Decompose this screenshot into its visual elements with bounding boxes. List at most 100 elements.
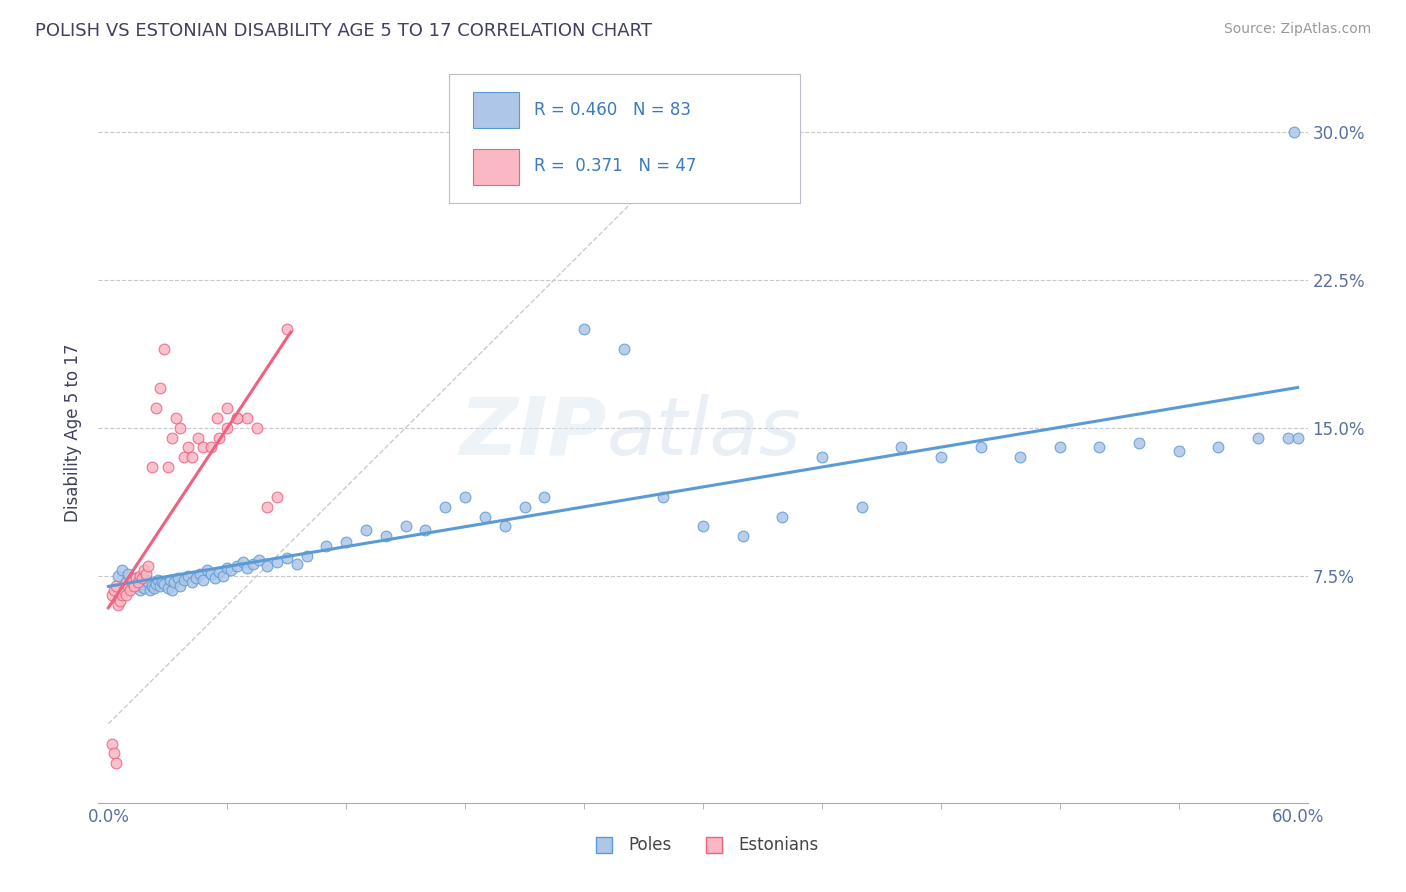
Point [354,524,377,538]
Point [1088,441,1111,455]
Point [242,557,264,571]
Point [105,579,128,593]
Point [156,581,179,595]
Point [103,582,125,597]
Point [731,529,754,543]
Point [135,573,157,587]
Point [1247,431,1270,445]
Point [212,568,235,582]
Y-axis label: Disability Age 5 to 17: Disability Age 5 to 17 [65,343,83,522]
Point [165,410,187,425]
Point [131,576,153,591]
Point [112,582,135,597]
Point [184,571,207,585]
Point [129,582,152,597]
Point [139,582,162,597]
Point [197,563,219,577]
Point [236,561,259,575]
Point [122,579,145,593]
Point [295,549,318,563]
Point [200,441,222,455]
Point [166,571,188,585]
Point [890,441,912,455]
Point [121,579,143,593]
Point [149,381,172,395]
Point [135,566,157,581]
Point [145,401,167,415]
Point [415,524,437,538]
Point [217,401,239,415]
Point [207,410,229,425]
Point [1049,441,1071,455]
Point [335,535,357,549]
Point [129,568,152,582]
Point [193,573,215,587]
Point [145,576,167,591]
Point [149,579,172,593]
Point [111,563,134,577]
Point [200,566,222,581]
Point [929,450,952,465]
Point [454,490,477,504]
Legend: Poles, Estonians: Poles, Estonians [581,830,825,861]
Point [692,519,714,533]
Point [811,450,834,465]
Point [169,579,191,593]
Point [186,431,208,445]
Point [160,431,183,445]
Point [105,756,128,771]
Text: R = 0.460   N = 83: R = 0.460 N = 83 [534,101,690,119]
Point [232,555,254,569]
Point [115,574,138,589]
Point [208,565,231,579]
Point [117,579,139,593]
Text: Source: ZipAtlas.com: Source: ZipAtlas.com [1223,22,1371,37]
Point [513,500,536,514]
Point [101,589,124,603]
Point [217,420,239,434]
FancyBboxPatch shape [449,73,800,203]
Point [266,490,288,504]
Point [101,737,124,751]
Point [613,342,636,356]
Point [494,519,516,533]
Point [246,420,269,434]
Point [969,441,991,455]
Point [117,566,139,581]
Point [107,568,129,582]
Point [127,573,149,587]
Point [236,410,259,425]
Point [127,579,149,593]
Point [1128,436,1150,450]
Point [1208,441,1230,455]
Text: atlas: atlas [606,393,801,472]
Point [176,568,198,582]
FancyBboxPatch shape [474,149,519,185]
Point [141,460,163,475]
Point [103,747,125,761]
Point [266,555,288,569]
Point [217,561,239,575]
Point [180,450,202,465]
Point [1282,124,1305,138]
Point [125,571,148,585]
Point [127,574,149,589]
Point [160,582,183,597]
Point [153,342,176,356]
Point [188,566,211,581]
Point [146,573,169,587]
Point [136,558,159,573]
Point [247,553,270,567]
Point [159,573,181,587]
Point [153,576,176,591]
Point [131,571,153,585]
Point [122,571,145,585]
Text: R =  0.371   N = 47: R = 0.371 N = 47 [534,157,696,175]
Point [652,490,675,504]
Point [173,573,195,587]
Point [121,574,143,589]
Point [193,441,215,455]
Point [136,574,159,589]
Point [173,450,195,465]
Point [474,509,496,524]
